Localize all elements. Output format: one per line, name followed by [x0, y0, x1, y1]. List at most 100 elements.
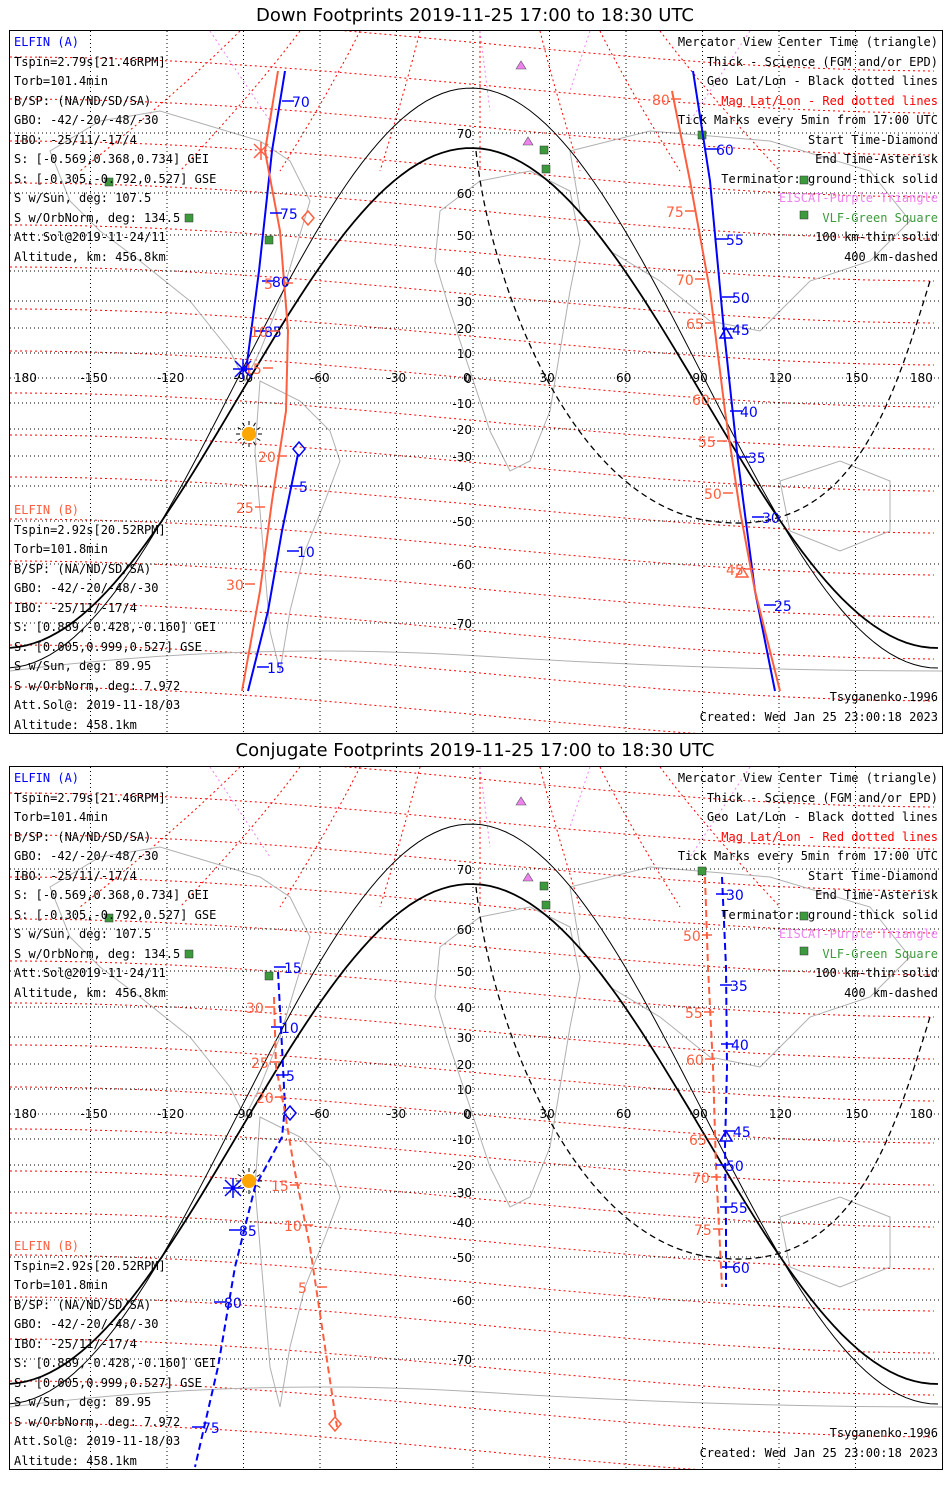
- elfin-b-param: GBO: -42/-20/-48/-30: [14, 581, 159, 595]
- elfin-a-tick-label: 35: [748, 451, 766, 467]
- sun-ray: [242, 1188, 245, 1193]
- elfin-a-tick-label: 35: [730, 979, 748, 995]
- vlf-square: [539, 881, 549, 891]
- legend-entry: 100 km-thin solid: [815, 230, 938, 244]
- elfin-b-name: ELFIN (B): [14, 1239, 80, 1253]
- mag-lat-line: [341, 31, 935, 72]
- conjugate-elfin-a-info: ELFIN (A) Tspin=2.79s[21.46RPM] Torb=101.4…: [14, 769, 216, 1003]
- sun-ray: [242, 422, 245, 427]
- lat-label: -30: [452, 450, 472, 464]
- elfin-b-tick-label: 80: [652, 93, 670, 109]
- elfin-a-tick-label: 30: [726, 888, 744, 904]
- geo-polar-line: [689, 31, 751, 122]
- legend-entry: Mercator View Center Time (triangle): [677, 771, 938, 785]
- north-america-coast: [49, 110, 311, 383]
- down-elfin-a-info: ELFIN (A) Tspin=2.79s[21.46RPM] Torb=101.4…: [14, 33, 216, 267]
- eiscat-triangle: [522, 872, 534, 882]
- eiscat-triangle: [515, 796, 527, 806]
- sun-ray: [237, 427, 242, 430]
- elfin-b-param: S w/Sun, deg: 89.95: [14, 1395, 152, 1409]
- geo-polar-line: [479, 31, 491, 112]
- legend-entry: VLF-Green Square: [822, 210, 938, 225]
- elfin-a-param: GBO: -42/-20/-48/-30: [14, 113, 159, 127]
- vlf-square: [799, 175, 809, 185]
- elfin-b-param: Altitude: 458.1km: [14, 717, 137, 732]
- elfin-b-tick-label: 55: [685, 1006, 703, 1022]
- lon-label: -120: [157, 371, 184, 385]
- elfin-b-center-triangle: [734, 565, 750, 578]
- mag-lat-line: [10, 140, 935, 198]
- elfin-a-start-diamond: [283, 1104, 297, 1122]
- conjugate-legend: Mercator View Center Time (triangle) Thic…: [678, 769, 938, 1003]
- lon-label: 90: [693, 1107, 708, 1121]
- elfin-a-param: Tspin=2.79s[21.46RPM]: [14, 790, 166, 805]
- elfin-b-param: B/SP: (NA/ND/SD/SA): [14, 561, 152, 576]
- vlf-square: [541, 164, 551, 174]
- legend-entry: Mag Lat/Lon - Red dotted lines: [721, 829, 938, 844]
- mag-lat-line: [10, 392, 935, 450]
- vlf-square: [799, 946, 809, 956]
- elfin-a-param: Altitude, km: 456.8km: [14, 985, 166, 1000]
- legend-entry: EISCAT-Purple Triangle: [779, 927, 938, 941]
- south-america-coast: [254, 380, 341, 672]
- lat-label: -20: [452, 1159, 472, 1173]
- sun-ray: [242, 441, 245, 446]
- australia-coast: [779, 460, 891, 552]
- elfin-a-start-diamond: [292, 440, 306, 458]
- vlf-square: [264, 235, 274, 245]
- terminator-100km: [10, 87, 939, 669]
- vlf-square: [184, 213, 194, 223]
- elfin-a-tick-label: 10: [297, 545, 315, 561]
- mag-lat-line: [10, 1128, 935, 1186]
- mag-lat-line: [10, 834, 935, 892]
- elfin-b-tick-label: 25: [251, 1056, 269, 1072]
- mag-lat-line: [10, 1296, 935, 1354]
- lon-label: 90: [693, 371, 708, 385]
- lat-label: 50: [457, 229, 472, 243]
- vlf-square: [264, 971, 274, 981]
- elfin-a-tick-label: 15: [284, 961, 302, 977]
- elfin-a-end-asterisk: [233, 359, 253, 379]
- vlf-square: [697, 866, 707, 876]
- down-legend: Mercator View Center Time (triangle) Thic…: [678, 33, 938, 267]
- lat-label: 40: [457, 265, 472, 279]
- elfin-b-end-asterisk: [253, 142, 269, 160]
- elfin-b-param: S: [0.889,-0.428,-0.160] GEI: [14, 1356, 217, 1370]
- elfin-a-param: S: [-0.569,0.368,0.734] GEI: [14, 888, 210, 902]
- lon-label: -150: [81, 371, 108, 385]
- elfin-b-param: B/SP: (NA/ND/SD/SA): [14, 1297, 152, 1312]
- geo-polar-line: [479, 767, 491, 848]
- legend-entry: End Time-Asterisk: [815, 888, 938, 902]
- mag-lat-line: [10, 1086, 935, 1144]
- mag-lat-line: [10, 1170, 935, 1228]
- legend-entry: EISCAT-Purple Triangle: [779, 191, 938, 205]
- down-elfin-b-info: ELFIN (B) Tspin=2.92s[20.52RPM] Torb=101.8…: [14, 501, 216, 733]
- elfin-a-tick-label: 40: [740, 405, 758, 421]
- lat-label: 30: [457, 295, 472, 309]
- lon-label: -30: [387, 1107, 407, 1121]
- legend-entry: Start Time-Diamond: [807, 132, 938, 147]
- mag-lat-line: [10, 350, 935, 408]
- elfin-b-conj-track-1: [273, 996, 338, 1428]
- lat-label: 10: [457, 347, 472, 361]
- elfin-b-param: S: [0.005,0.999,0.527] GSE: [14, 1375, 202, 1390]
- created-timestamp: Created: Wed Jan 25 23:00:18 2023: [699, 710, 938, 724]
- mag-lat-line: [10, 1380, 935, 1438]
- elfin-a-tick-label: 40: [731, 1038, 749, 1054]
- mag-lat-line: [10, 182, 935, 240]
- lon-label: 120: [769, 371, 792, 385]
- lat-label: -40: [452, 1216, 472, 1230]
- legend-entry: End Time-Asterisk: [815, 152, 938, 166]
- elfin-a-track-1: [245, 70, 286, 372]
- legend-entry: VLF-Green Square: [822, 946, 938, 961]
- conjugate-map-svg: 180 -150 -120 -90 -60 -30 0 30 60 90 120 150 1807060…: [10, 767, 942, 1469]
- mag-lat-line: [10, 792, 935, 850]
- created-timestamp: Created: Wed Jan 25 23:00:18 2023: [699, 1446, 938, 1460]
- lon-label: -60: [310, 371, 330, 385]
- lon-label: 0: [463, 371, 471, 385]
- mag-lon-line: [379, 31, 421, 172]
- mag-lat-line: [10, 918, 935, 976]
- mag-lat-line: [10, 476, 935, 534]
- elfin-a-param: S w/Sun, deg: 107.5: [14, 191, 152, 205]
- vlf-square: [799, 210, 809, 220]
